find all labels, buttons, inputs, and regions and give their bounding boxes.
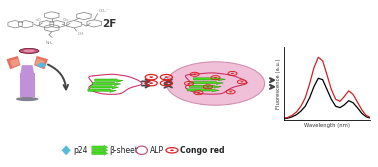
- Polygon shape: [62, 145, 71, 155]
- Circle shape: [197, 92, 200, 93]
- Polygon shape: [187, 89, 219, 92]
- Circle shape: [240, 81, 243, 82]
- Polygon shape: [6, 56, 20, 69]
- Polygon shape: [88, 89, 116, 92]
- Circle shape: [166, 62, 265, 105]
- Text: OH: OH: [78, 32, 84, 36]
- Ellipse shape: [19, 48, 39, 53]
- Circle shape: [149, 76, 153, 78]
- Ellipse shape: [16, 97, 39, 101]
- Circle shape: [170, 149, 174, 151]
- Circle shape: [206, 86, 209, 88]
- Text: Congo red: Congo red: [180, 146, 225, 155]
- Polygon shape: [90, 86, 119, 89]
- Circle shape: [164, 76, 168, 78]
- Polygon shape: [92, 82, 121, 86]
- Text: CO₂⁻: CO₂⁻: [98, 9, 108, 13]
- Text: NH₂: NH₂: [46, 41, 54, 45]
- Polygon shape: [189, 85, 221, 88]
- Circle shape: [164, 82, 168, 84]
- Text: ALP: ALP: [150, 146, 164, 155]
- Text: p24: p24: [73, 146, 87, 155]
- Polygon shape: [10, 58, 20, 67]
- Polygon shape: [94, 79, 123, 82]
- Polygon shape: [92, 148, 108, 152]
- Circle shape: [229, 91, 232, 93]
- Polygon shape: [36, 62, 47, 68]
- Polygon shape: [20, 65, 34, 73]
- Ellipse shape: [23, 50, 35, 52]
- Polygon shape: [20, 73, 35, 97]
- Circle shape: [214, 77, 217, 78]
- Circle shape: [193, 74, 196, 75]
- Polygon shape: [193, 78, 225, 81]
- Polygon shape: [92, 145, 108, 149]
- Polygon shape: [92, 151, 108, 155]
- Circle shape: [187, 83, 191, 84]
- Circle shape: [149, 82, 153, 84]
- X-axis label: Wavelength (nm): Wavelength (nm): [304, 123, 350, 128]
- Polygon shape: [34, 56, 48, 69]
- Y-axis label: Fluorescence (a.u.): Fluorescence (a.u.): [276, 58, 281, 109]
- Circle shape: [231, 73, 234, 74]
- Polygon shape: [191, 81, 223, 85]
- Polygon shape: [35, 58, 45, 67]
- Text: =O: =O: [35, 18, 42, 22]
- Text: 2F: 2F: [102, 19, 116, 29]
- Text: O=: O=: [62, 18, 69, 22]
- Text: β-sheet: β-sheet: [110, 146, 138, 155]
